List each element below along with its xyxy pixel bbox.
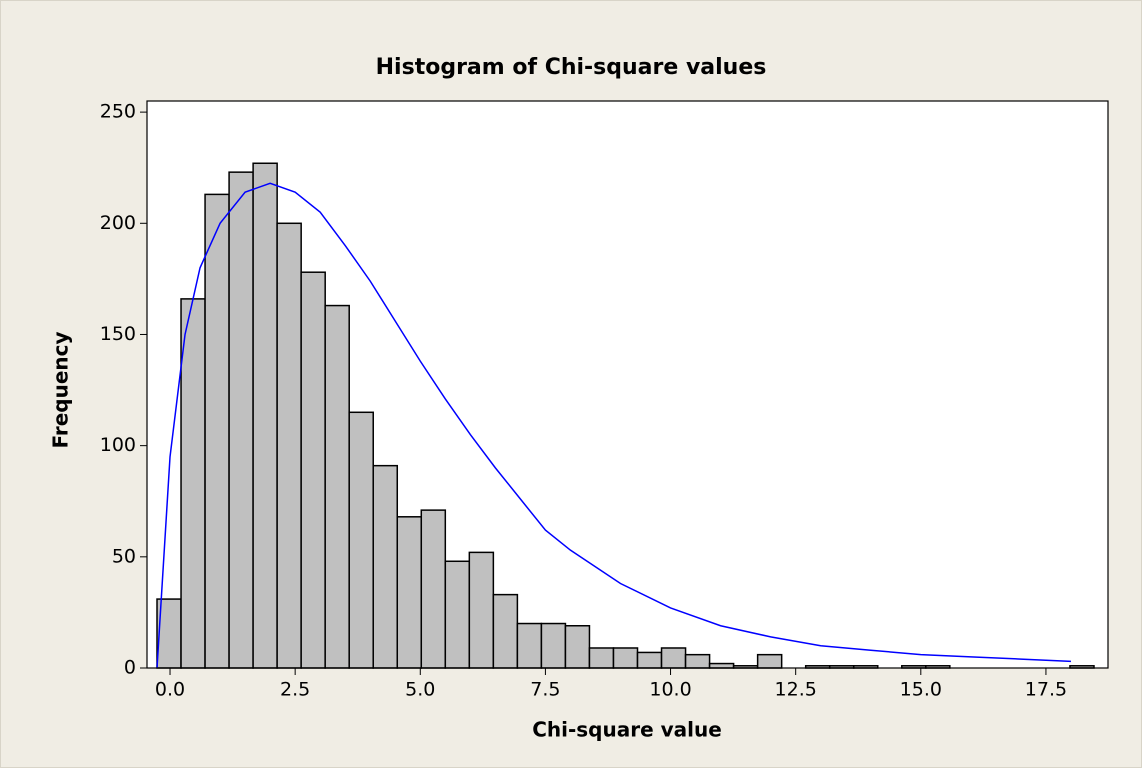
bar bbox=[540, 622, 567, 669]
x-axis-label: Chi-square value bbox=[532, 718, 722, 742]
chart-title: Histogram of Chi-square values bbox=[376, 55, 767, 80]
x-tick-label: 2.5 bbox=[280, 679, 310, 701]
y-tick-label: 0 bbox=[124, 657, 136, 679]
bar bbox=[228, 171, 254, 669]
bar bbox=[708, 662, 735, 669]
y-tick-label: 200 bbox=[100, 212, 136, 234]
bar bbox=[396, 516, 423, 669]
bar bbox=[636, 651, 663, 669]
y-tick-label: 250 bbox=[100, 101, 136, 123]
x-tick-label: 17.5 bbox=[1025, 679, 1067, 701]
bar bbox=[468, 551, 495, 669]
x-tick-label: 5.0 bbox=[405, 679, 435, 701]
bar bbox=[444, 560, 471, 669]
y-tick-label: 50 bbox=[112, 545, 136, 567]
bar bbox=[204, 193, 230, 669]
x-tick-label: 15.0 bbox=[900, 679, 942, 701]
fitted-curve bbox=[156, 182, 1071, 669]
x-tick-label: 0.0 bbox=[155, 679, 185, 701]
bar bbox=[564, 625, 591, 669]
bar bbox=[660, 647, 687, 669]
bar bbox=[276, 222, 302, 669]
y-tick-label: 100 bbox=[100, 434, 136, 456]
bar bbox=[492, 593, 519, 669]
bar bbox=[756, 653, 783, 669]
plot-border bbox=[146, 100, 1109, 669]
bar bbox=[684, 653, 711, 669]
bar bbox=[588, 647, 615, 669]
y-axis-label: Frequency bbox=[49, 331, 73, 448]
y-tick-label: 150 bbox=[100, 323, 136, 345]
x-tick-label: 7.5 bbox=[530, 679, 560, 701]
bar bbox=[300, 271, 326, 669]
bar bbox=[348, 411, 374, 669]
bar bbox=[180, 298, 206, 669]
bar bbox=[516, 622, 543, 669]
bar bbox=[156, 598, 182, 669]
bar bbox=[612, 647, 639, 669]
bar bbox=[372, 464, 399, 669]
bar bbox=[252, 162, 278, 669]
bar bbox=[324, 304, 350, 669]
x-tick-label: 12.5 bbox=[775, 679, 817, 701]
bar bbox=[420, 509, 447, 669]
x-tick-label: 10.0 bbox=[649, 679, 691, 701]
